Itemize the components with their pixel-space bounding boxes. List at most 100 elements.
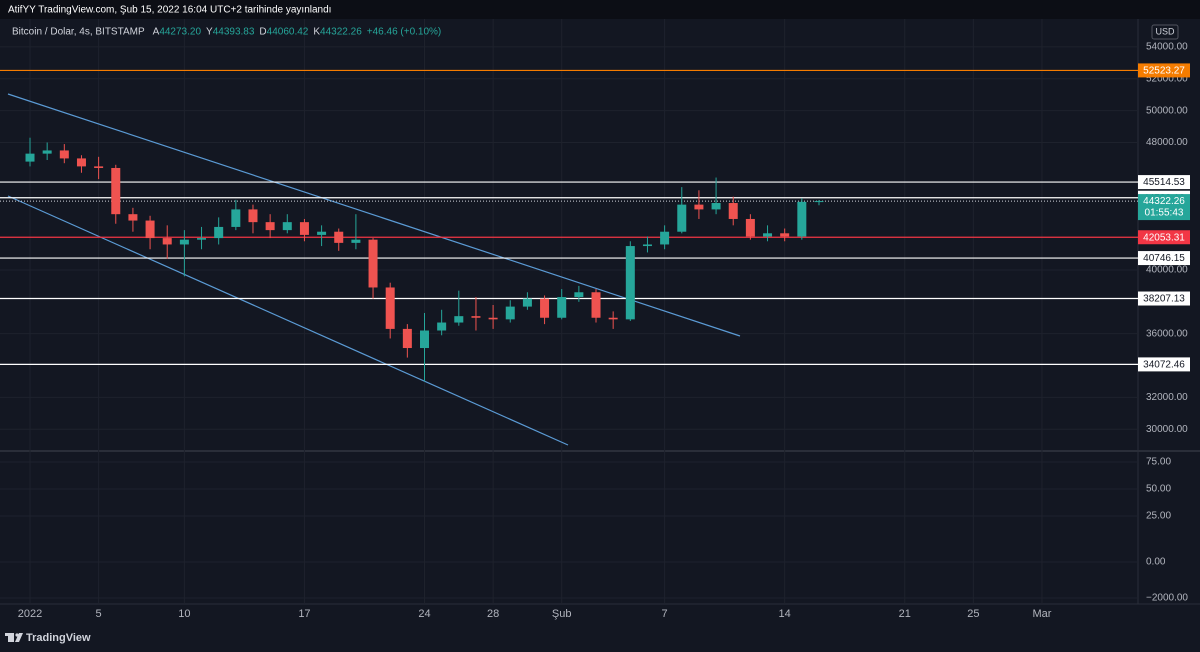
footer-logo: [5, 633, 23, 642]
legend-value: 44393.83: [213, 27, 255, 38]
y2-tick-label: 75.00: [1146, 457, 1171, 468]
level-label-box: [1138, 63, 1190, 78]
candle-body: [248, 209, 258, 223]
candle-body: [162, 238, 172, 245]
candle-body: [711, 203, 721, 210]
level-label: 38207.13: [1143, 294, 1185, 305]
header-text: AtifYY TradingView.com, Şub 15, 2022 16:…: [8, 5, 331, 16]
candle-body: [625, 246, 635, 320]
candle-body: [642, 244, 652, 247]
candle-body: [454, 316, 464, 323]
legend-symbol: Bitcoin / Dolar, 4s, BITSTAMP: [12, 27, 145, 38]
currency-box[interactable]: [1151, 24, 1179, 40]
candle-body: [419, 330, 429, 349]
candles: [25, 137, 824, 382]
x-tick-label: 10: [178, 608, 190, 620]
legend-value: 44322.26: [320, 27, 362, 38]
candle-body: [505, 306, 515, 320]
currency[interactable]: USD: [1155, 26, 1175, 36]
candle-body: [471, 316, 481, 318]
legend-change: +46.46 (+0.10%): [367, 27, 442, 38]
trend-line: [7, 93, 741, 337]
candle-body: [402, 328, 412, 349]
candle-body: [591, 292, 601, 318]
candle-body: [385, 287, 395, 329]
candle-body: [214, 226, 224, 239]
candle-body: [660, 231, 670, 245]
y2-tick-label: −2000.00: [1146, 593, 1188, 604]
logo-part: [15, 633, 23, 642]
level-label-box: [1138, 291, 1190, 306]
footer-brand: TradingView: [26, 632, 91, 644]
candle-body: [59, 150, 69, 159]
x-tick-label: Şub: [552, 608, 572, 620]
last-price-box: [1138, 194, 1190, 221]
candle-body: [282, 222, 292, 231]
candle-body: [797, 201, 807, 237]
x-tick-label: 5: [96, 608, 102, 620]
candle-body: [299, 222, 309, 235]
candle-body: [111, 167, 121, 215]
x-tick-label: 17: [298, 608, 310, 620]
candle-body: [265, 222, 275, 231]
y-tick-label: 40000.00: [1146, 265, 1188, 276]
axis-labels: 54000.00 52000.00 50000.00 48000.00 40000.00…: [18, 42, 1190, 620]
x-tick-label: 2022: [18, 608, 42, 620]
y2-tick-label: 0.00: [1146, 557, 1166, 568]
candle-body: [94, 166, 104, 168]
candle-body: [197, 238, 207, 240]
logo-part: [8, 633, 14, 642]
y-tick-label: 48000.00: [1146, 137, 1188, 148]
x-tick-label: 24: [418, 608, 430, 620]
candle-body: [42, 150, 52, 154]
y-tick-label: 30000.00: [1146, 424, 1188, 435]
x-tick-label: 28: [487, 608, 499, 620]
candle-body: [25, 153, 35, 162]
x-tick-label: 7: [662, 608, 668, 620]
candle-body: [745, 218, 755, 237]
last-price-label: 44322.26: [1143, 196, 1185, 207]
candle-body: [540, 298, 550, 318]
candle-body: [488, 317, 498, 320]
level-label-box: [1138, 175, 1190, 190]
y-tick-label: 54000.00: [1146, 42, 1188, 53]
candle-body: [231, 209, 241, 227]
candle-body: [317, 231, 327, 235]
level-label-box: [1138, 230, 1190, 245]
level-label: 42053.31: [1143, 232, 1185, 243]
level-label: 52523.27: [1143, 66, 1185, 77]
legend-key: Y: [206, 27, 213, 38]
candle-body: [179, 239, 189, 245]
candle-body: [763, 233, 773, 237]
candle-body: [351, 239, 361, 243]
legend-key: A: [153, 27, 160, 38]
y2-tick-label: 25.00: [1146, 511, 1171, 522]
y-tick-label: 32000.00: [1146, 392, 1188, 403]
legend-value: 44060.42: [267, 27, 309, 38]
header-bar: [0, 0, 1200, 19]
candle-body: [814, 201, 824, 203]
candle-body: [76, 158, 86, 167]
candle-body: [437, 322, 447, 331]
legend: Bitcoin / Dolar, 4s, BITSTAMP A 44273.20 Y…: [12, 27, 441, 38]
candle-body: [574, 292, 584, 298]
candle-body: [522, 298, 532, 307]
candle-body: [334, 231, 344, 243]
candle-body: [694, 204, 704, 210]
level-label: 40746.15: [1143, 253, 1185, 264]
y-tick-label: 36000.00: [1146, 328, 1188, 339]
y-tick-label: 52000.00: [1146, 73, 1188, 84]
candle-body: [145, 220, 155, 239]
level-label: 45514.53: [1143, 177, 1185, 188]
x-tick-label: 21: [899, 608, 911, 620]
level-label: 34072.46: [1143, 360, 1185, 371]
x-tick-label: Mar: [1032, 608, 1051, 620]
candle-body: [368, 239, 378, 288]
legend-key: D: [259, 27, 266, 38]
x-tick-label: 14: [779, 608, 791, 620]
candle-body: [677, 204, 687, 232]
y2-tick-label: 50.00: [1146, 484, 1171, 495]
